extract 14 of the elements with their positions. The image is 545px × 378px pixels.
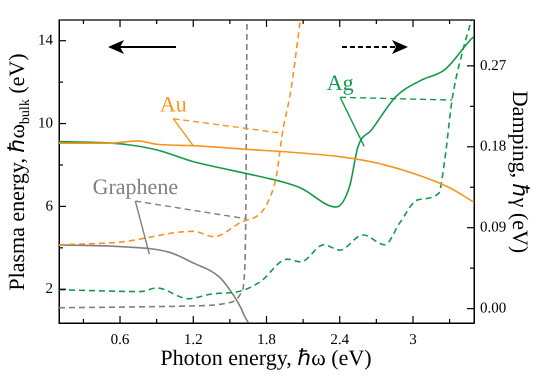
y-tick-label: 6 bbox=[46, 198, 54, 214]
x-tick-label: 3 bbox=[409, 332, 417, 348]
y2-tick-label: 0.18 bbox=[480, 138, 506, 155]
y-tick-label: 14 bbox=[38, 32, 54, 49]
y2-axis-title: Damping, ℏγ (eV) bbox=[507, 90, 534, 254]
annotation: Au bbox=[160, 91, 187, 116]
y2-tick-label: 0.00 bbox=[480, 300, 506, 317]
y2-tick-label: 0.27 bbox=[480, 58, 507, 74]
y2-tick-label: 0.09 bbox=[480, 220, 506, 236]
y-tick-label: 10 bbox=[38, 115, 53, 132]
annotation: Graphene bbox=[92, 174, 178, 199]
annotation: Ag bbox=[326, 70, 354, 96]
x-tick-label: 0.6 bbox=[110, 332, 130, 348]
y-tick-label: 2 bbox=[46, 281, 53, 298]
